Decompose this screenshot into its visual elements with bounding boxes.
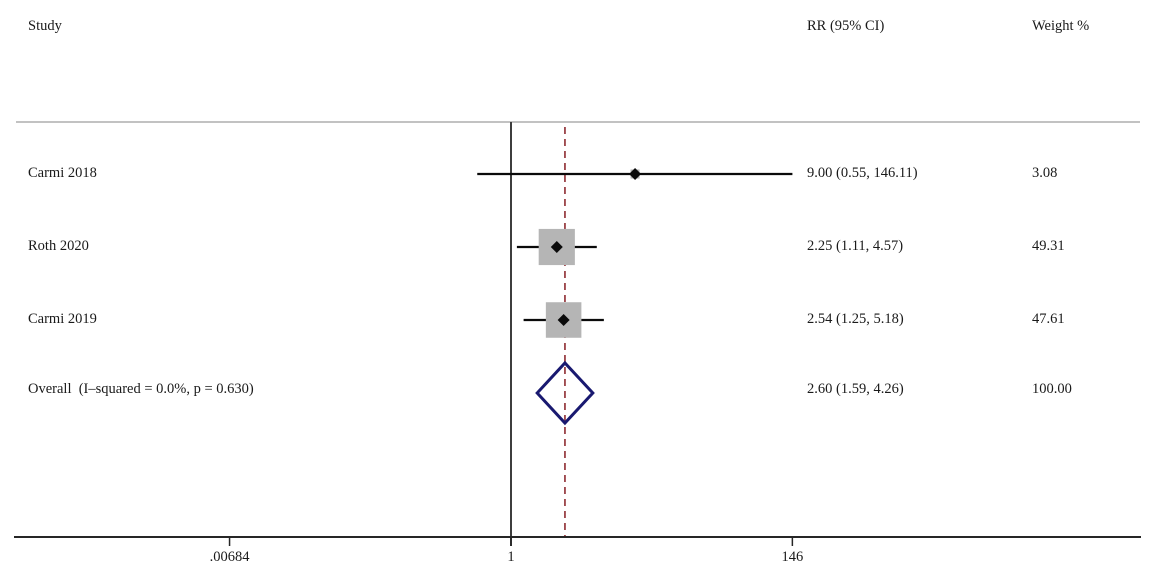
study-label: Roth 2020: [28, 238, 89, 254]
point-estimate-marker: [550, 241, 563, 253]
overall-diamond: [535, 360, 595, 426]
axis-tick-label: 1: [507, 549, 515, 565]
study-label: Carmi 2019: [28, 311, 97, 327]
overall-label: Overall (I–squared = 0.0%, p = 0.630): [28, 381, 254, 397]
weight-value: 47.61: [1032, 311, 1065, 327]
point-estimate-marker: [629, 168, 642, 180]
axis-tick-label: 146: [781, 549, 804, 565]
rr-value: 9.00 (0.55, 146.11): [807, 165, 918, 181]
study-column-header: Study: [28, 18, 62, 34]
weight-column-header: Weight %: [1032, 18, 1090, 34]
rr-value: 2.25 (1.11, 4.57): [807, 238, 904, 254]
weight-value: 49.31: [1032, 238, 1065, 254]
rr-value: 2.54 (1.25, 5.18): [807, 311, 904, 327]
weight-value: 3.08: [1032, 165, 1058, 181]
axis-tick-label: .00684: [209, 549, 250, 565]
overall-weight-value: 100.00: [1032, 381, 1072, 397]
rr-column-header: RR (95% CI): [807, 18, 885, 34]
overall-rr-value: 2.60 (1.59, 4.26): [807, 381, 904, 397]
study-label: Carmi 2018: [28, 165, 97, 181]
point-estimate-marker: [557, 314, 570, 326]
